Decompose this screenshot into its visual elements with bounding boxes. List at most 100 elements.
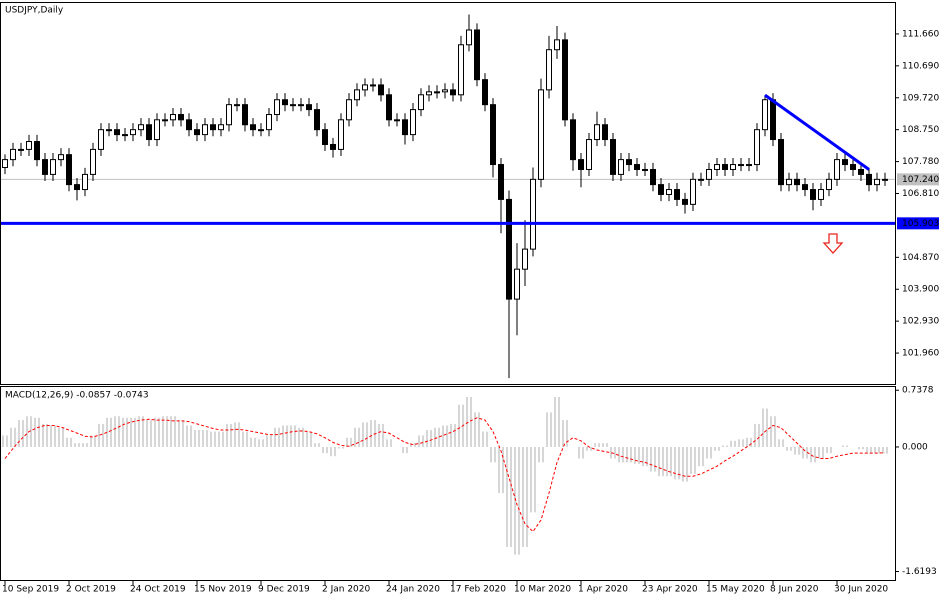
candle-body (786, 178, 792, 186)
candle-body (410, 109, 416, 136)
candle-body (618, 159, 624, 175)
candle-body (202, 124, 208, 136)
candle-body (730, 164, 736, 170)
candle-body (386, 94, 392, 121)
candle-body (474, 29, 480, 81)
candle-body (330, 143, 336, 150)
candle-body (722, 164, 728, 170)
candle-body (794, 178, 800, 186)
x-tick-label: 17 Feb 2020 (450, 585, 506, 595)
y-tick-label: 108.750 (902, 125, 939, 135)
candle-body (490, 104, 496, 166)
candle-body (402, 119, 408, 136)
candle-body (210, 124, 216, 131)
candle-body (50, 159, 56, 175)
trendline (764, 93, 870, 171)
candle-body (810, 189, 816, 200)
y-tick-label: 0.7378 (902, 386, 934, 396)
candle-body (114, 129, 120, 136)
y-tick-label: 106.810 (902, 189, 939, 199)
candle-body (778, 139, 784, 186)
candle-body (306, 104, 312, 111)
candle-body (754, 129, 760, 166)
candle-body (2, 159, 8, 169)
candle-body (802, 184, 808, 191)
candle-body (642, 168, 648, 171)
candle-body (746, 164, 752, 167)
candle-body (682, 198, 688, 205)
candle-body (42, 159, 48, 175)
y-tick-label: -1.6193 (902, 567, 937, 577)
candle-body (18, 148, 24, 151)
x-tick-label: 24 Jan 2020 (386, 585, 440, 595)
candle-body (762, 99, 768, 131)
candle-body (538, 89, 544, 180)
y-tick-label: 107.780 (902, 157, 939, 167)
candle-body (234, 104, 240, 107)
current-price-label: 107.240 (902, 175, 939, 185)
candle-body (90, 148, 96, 175)
macd-signal-line (4, 417, 886, 533)
candle-body (874, 178, 880, 186)
candle-body (594, 124, 600, 141)
candle-body (506, 198, 512, 300)
candle-body (866, 173, 872, 186)
candle-body (578, 159, 584, 170)
candle-body (138, 124, 144, 131)
level-label: 105.903 (902, 219, 939, 229)
candle-body (690, 178, 696, 205)
candle-body (298, 104, 304, 107)
candle-body (34, 141, 40, 161)
candle-body (130, 129, 136, 136)
candle-body (266, 114, 272, 131)
macd-panel-frame (0, 386, 896, 581)
candle-body (770, 99, 776, 141)
candle-body (290, 104, 296, 107)
candle-body (66, 154, 72, 186)
candle-body (314, 109, 320, 131)
candle-body (146, 124, 152, 141)
candle-body (74, 184, 80, 191)
y-tick-label: 102.930 (902, 317, 939, 327)
candle-body (586, 139, 592, 170)
x-tick-label: 2 Oct 2019 (66, 585, 116, 595)
x-tick-label: 10 Mar 2020 (514, 585, 571, 595)
candle-body (674, 189, 680, 200)
candle-body (242, 104, 248, 126)
candle-body (714, 164, 720, 170)
candle-body (194, 129, 200, 136)
candle-body (842, 159, 848, 166)
y-tick-label: 104.870 (902, 253, 939, 263)
candle-body (58, 154, 64, 161)
candle-body (154, 119, 160, 141)
x-tick-label: 15 Nov 2019 (194, 585, 252, 595)
candle-body (362, 84, 368, 91)
candle-body (338, 119, 344, 150)
candle-body (602, 124, 608, 141)
candle-body (658, 184, 664, 195)
candle-body (354, 89, 360, 101)
candle-body (106, 129, 112, 132)
candle-body (442, 89, 448, 93)
x-tick-label: 1 Apr 2020 (578, 585, 628, 595)
candle-body (162, 119, 168, 122)
x-tick-label: 24 Oct 2019 (130, 585, 186, 595)
candle-body (458, 44, 464, 96)
candle-body (634, 164, 640, 170)
y-tick-label: 111.660 (902, 29, 939, 39)
candle-body (818, 189, 824, 200)
candle-body (274, 99, 280, 116)
candle-body (530, 178, 536, 250)
x-tick-label: 2 Jan 2020 (322, 585, 370, 595)
y-tick-label: 101.960 (902, 349, 939, 359)
candle-body (218, 124, 224, 131)
candle-body (122, 134, 128, 137)
candle-body (522, 248, 528, 270)
y-tick-label: 109.720 (902, 93, 939, 103)
candle-body (514, 268, 520, 300)
candle-body (98, 129, 104, 150)
candle-body (850, 164, 856, 170)
candle-body (378, 84, 384, 96)
